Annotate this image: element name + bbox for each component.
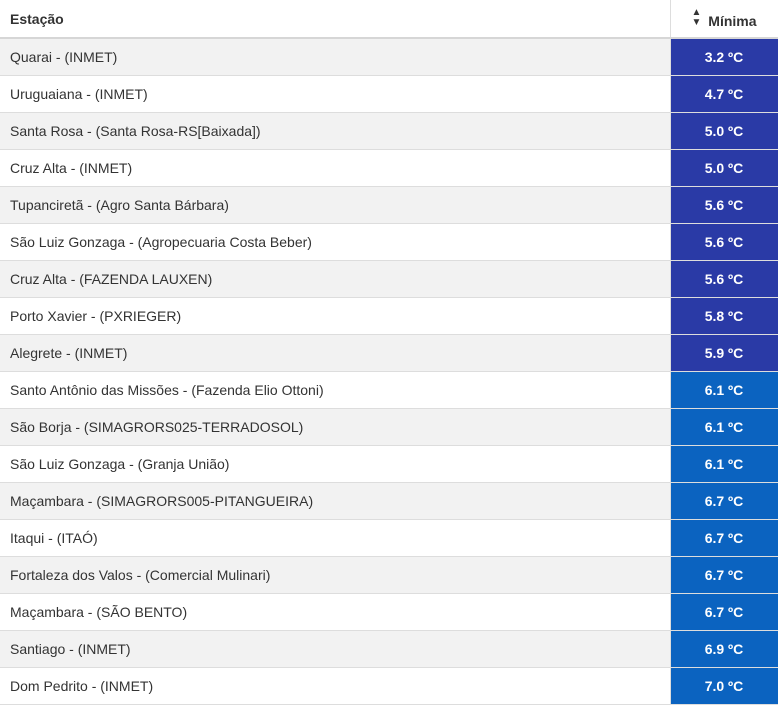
header-station-label: Estação [10, 10, 64, 27]
table-row: Porto Xavier - (PXRIEGER) 5.8 ºC [0, 297, 778, 335]
table-row: Quarai - (INMET) 3.2 ºC [0, 38, 778, 76]
station-name-cell: Santo Antônio das Missões - (Fazenda Eli… [0, 371, 671, 409]
minimum-temperature-cell: 4.7 ºC [670, 75, 778, 113]
table-row: Santiago - (INMET) 6.9 ºC [0, 630, 778, 668]
station-name-cell: Cruz Alta - (INMET) [0, 149, 671, 187]
table-row: Dom Pedrito - (INMET) 7.0 ºC [0, 667, 778, 705]
minimum-temperature-cell: 6.1 ºC [670, 445, 778, 483]
minimum-temperature-cell: 6.1 ºC [670, 371, 778, 409]
station-name-cell: Dom Pedrito - (INMET) [0, 667, 671, 705]
minimum-temperature-cell: 6.7 ºC [670, 482, 778, 520]
minimum-temperature-cell: 6.7 ºC [670, 519, 778, 557]
header-minimum[interactable]: ▲ ▼ Mínima [670, 0, 778, 39]
table-row: Santa Rosa - (Santa Rosa-RS[Baixada]) 5.0… [0, 112, 778, 150]
station-name-cell: São Luiz Gonzaga - (Agropecuaria Costa B… [0, 223, 671, 261]
minimum-temperature-cell: 6.7 ºC [670, 593, 778, 631]
table-row: Maçambara - (SIMAGRORS005-PITANGUEIRA) 6.… [0, 482, 778, 520]
minimum-temperature-cell: 6.7 ºC [670, 556, 778, 594]
table-row: São Luiz Gonzaga - (Granja União) 6.1 ºC [0, 445, 778, 483]
minimum-temperature-cell: 6.9 ºC [670, 630, 778, 668]
station-name-cell: Itaqui - (ITAÓ) [0, 519, 671, 557]
station-name-cell: Fortaleza dos Valos - (Comercial Mulinar… [0, 556, 671, 594]
minimum-temperature-cell: 5.6 ºC [670, 223, 778, 261]
minimum-temperature-cell: 5.6 ºC [670, 260, 778, 298]
station-name-cell: São Luiz Gonzaga - (Granja União) [0, 445, 671, 483]
table-row: São Luiz Gonzaga - (Agropecuaria Costa B… [0, 223, 778, 261]
station-name-cell: Santiago - (INMET) [0, 630, 671, 668]
sort-icon[interactable]: ▲ ▼ [691, 7, 702, 28]
table-row: Maçambara - (SÃO BENTO) 6.7 ºC [0, 593, 778, 631]
minimum-temperature-cell: 5.8 ºC [670, 297, 778, 335]
station-name-cell: Tupanciretã - (Agro Santa Bárbara) [0, 186, 671, 224]
table-row: Cruz Alta - (FAZENDA LAUXEN) 5.6 ºC [0, 260, 778, 298]
minimum-temperature-cell: 5.6 ºC [670, 186, 778, 224]
minimum-temperature-cell: 7.0 ºC [670, 667, 778, 705]
station-name-cell: São Borja - (SIMAGRORS025-TERRADOSOL) [0, 408, 671, 446]
station-name-cell: Santa Rosa - (Santa Rosa-RS[Baixada]) [0, 112, 671, 150]
minimum-temperature-cell: 3.2 ºC [670, 38, 778, 76]
table-body: Quarai - (INMET) 3.2 ºC Uruguaiana - (INME… [0, 38, 778, 705]
minimum-temperature-cell: 5.9 ºC [670, 334, 778, 372]
table-row: Alegrete - (INMET) 5.9 ºC [0, 334, 778, 372]
station-name-cell: Alegrete - (INMET) [0, 334, 671, 372]
table-row: Tupanciretã - (Agro Santa Bárbara) 5.6 ºC [0, 186, 778, 224]
station-name-cell: Maçambara - (SIMAGRORS005-PITANGUEIRA) [0, 482, 671, 520]
minimum-temperature-cell: 5.0 ºC [670, 149, 778, 187]
station-name-cell: Porto Xavier - (PXRIEGER) [0, 297, 671, 335]
station-name-cell: Cruz Alta - (FAZENDA LAUXEN) [0, 260, 671, 298]
table-row: Fortaleza dos Valos - (Comercial Mulinar… [0, 556, 778, 594]
table-row: Santo Antônio das Missões - (Fazenda Eli… [0, 371, 778, 409]
header-station[interactable]: Estação [0, 0, 671, 39]
table-row: Itaqui - (ITAÓ) 6.7 ºC [0, 519, 778, 557]
header-minimum-label: Mínima [708, 13, 757, 29]
table-row: Uruguaiana - (INMET) 4.7 ºC [0, 75, 778, 113]
table-row: São Borja - (SIMAGRORS025-TERRADOSOL) 6.1… [0, 408, 778, 446]
minimum-temperature-cell: 6.1 ºC [670, 408, 778, 446]
table-row: Cruz Alta - (INMET) 5.0 ºC [0, 149, 778, 187]
station-name-cell: Quarai - (INMET) [0, 38, 671, 76]
table-header-row: Estação ▲ ▼ Mínima [0, 0, 778, 39]
minimum-temperature-cell: 5.0 ºC [670, 112, 778, 150]
station-name-cell: Maçambara - (SÃO BENTO) [0, 593, 671, 631]
station-name-cell: Uruguaiana - (INMET) [0, 75, 671, 113]
